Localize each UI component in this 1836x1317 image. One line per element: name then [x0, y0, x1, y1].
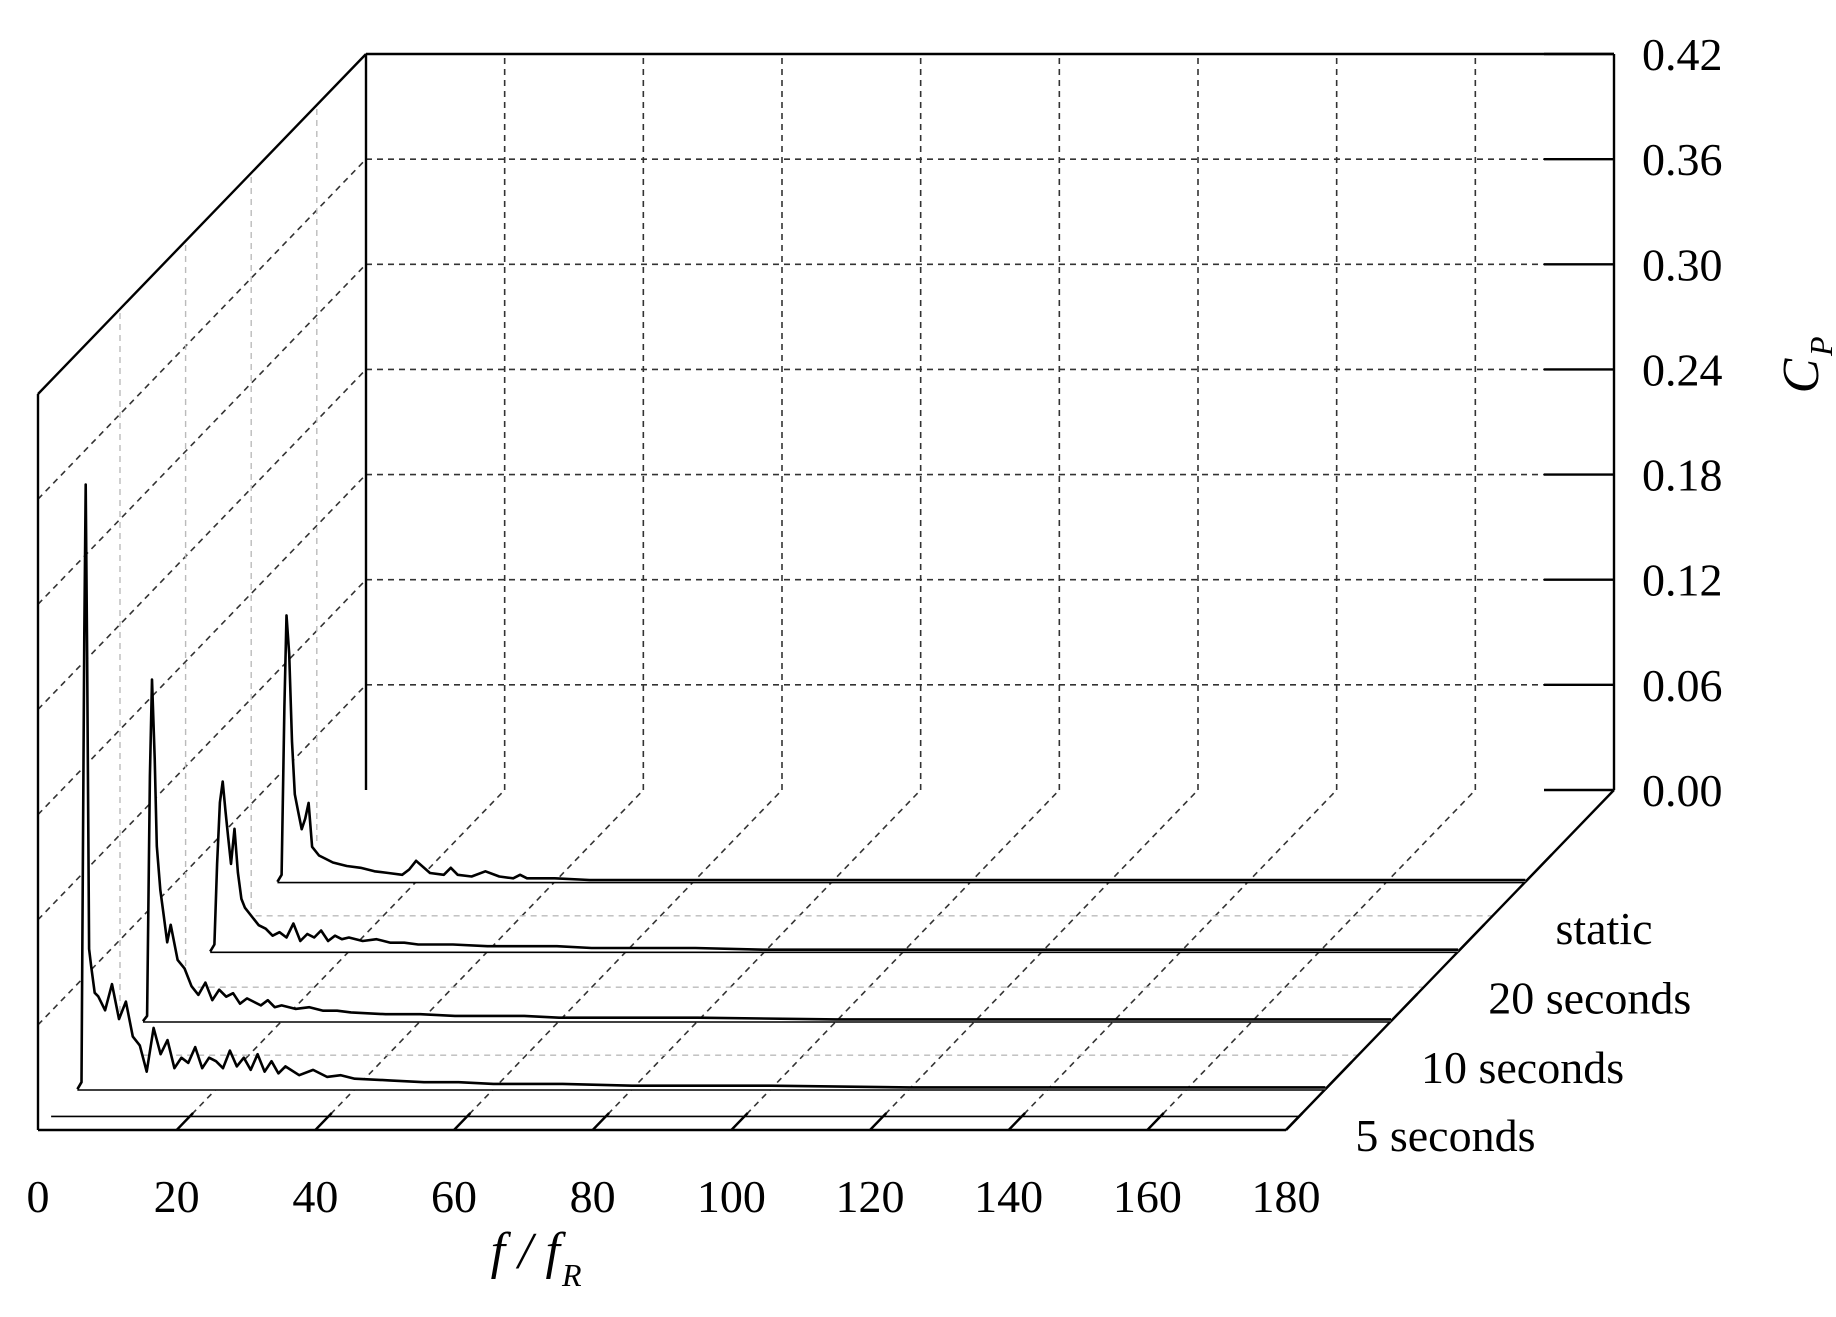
x-tick-label: 120	[836, 1171, 905, 1222]
floor-grid-line	[730, 789, 1060, 1131]
x-tick-mark	[453, 1112, 472, 1131]
x-tick-mark	[1146, 1112, 1165, 1131]
y-axis-title-subscript: P	[1803, 336, 1836, 357]
y-tick-label: 0.30	[1642, 239, 1723, 290]
x-tick-label: 180	[1252, 1171, 1321, 1222]
x-tick-mark	[1285, 1112, 1304, 1131]
frame-layer	[36, 52, 1616, 1132]
x-tick-label: 160	[1113, 1171, 1182, 1222]
x-tick-mark	[1007, 1112, 1026, 1131]
x-tick-label: 40	[292, 1171, 338, 1222]
series-line	[276, 614, 1526, 883]
y-axis-title: C P	[1773, 336, 1836, 393]
series-line	[76, 483, 1326, 1090]
series-line	[209, 780, 1459, 953]
series-baseline-end	[1324, 1061, 1353, 1091]
x-tick-mark	[730, 1112, 749, 1131]
x-tick-label: 140	[974, 1171, 1043, 1222]
y-axis-title-main: C	[1773, 357, 1830, 393]
x-axis-title-subscript: R	[561, 1257, 582, 1293]
series-baseline-end	[1524, 853, 1553, 883]
series-label: 20 seconds	[1488, 973, 1691, 1024]
series-mask	[77, 484, 1326, 1090]
y-tick-label: 0.06	[1642, 660, 1723, 711]
series-label: static	[1555, 903, 1652, 954]
x-tick-mark	[175, 1112, 194, 1131]
y-tick-label: 0.12	[1642, 555, 1723, 606]
labels-layer: static 20 seconds 10 seconds 5 seconds 0 20 40…	[27, 29, 1723, 1222]
y-tick-label: 0.42	[1642, 29, 1723, 80]
grid-layer	[37, 53, 1615, 1131]
x-axis-title: f / f	[491, 1223, 567, 1280]
floor-grid-line	[314, 789, 644, 1131]
y-tick-label: 0.18	[1642, 450, 1723, 501]
x-tick-label: 20	[154, 1171, 200, 1222]
left-wall-hgrid-line	[37, 579, 367, 921]
left-wall-hgrid-line	[37, 263, 367, 605]
left-wall-hgrid-line	[37, 158, 367, 500]
floor-grid-line	[1008, 789, 1338, 1131]
floor-grid-line	[592, 789, 922, 1131]
y-tick-label: 0.24	[1642, 344, 1723, 395]
x-tick-mark	[869, 1112, 888, 1131]
x-tick-mark	[591, 1112, 610, 1131]
x-tick-mark	[314, 1112, 333, 1131]
series-mask	[277, 615, 1526, 882]
y-tick-label: 0.00	[1642, 765, 1723, 816]
floor-grid-line	[453, 789, 783, 1131]
left-wall-hgrid-line	[37, 368, 367, 710]
left-wall-hgrid-line	[37, 474, 367, 816]
series-layer	[76, 483, 1553, 1091]
y-tick-label: 0.36	[1642, 134, 1723, 185]
x-tick-label: 60	[431, 1171, 477, 1222]
floor-grid-line	[1146, 789, 1476, 1131]
series-line	[141, 678, 1391, 1022]
series-label: 10 seconds	[1421, 1042, 1624, 1093]
series-mask	[210, 781, 1459, 952]
series-baseline-end	[1390, 993, 1419, 1023]
floor-grid-line	[869, 789, 1199, 1131]
x-tick-label: 100	[697, 1171, 766, 1222]
x-tick-label: 80	[570, 1171, 616, 1222]
series-baseline-end	[1457, 923, 1486, 953]
top-left-edge	[37, 53, 367, 395]
x-tick-label: 0	[27, 1171, 50, 1222]
series-label: 5 seconds	[1355, 1110, 1535, 1161]
